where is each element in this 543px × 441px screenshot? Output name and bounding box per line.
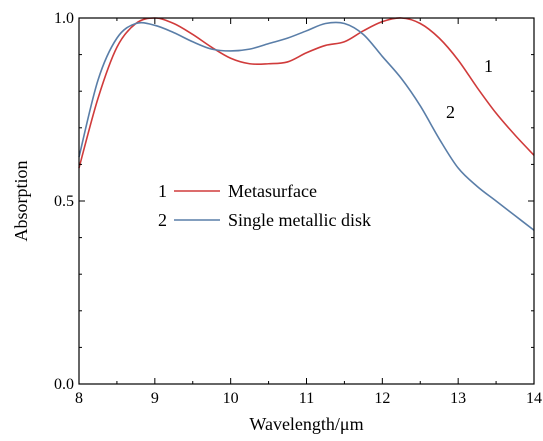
y-tick-label: 0.5 — [54, 193, 74, 210]
tick-label-layer: 8 9 10 11 12 13 140.00.51.0 — [54, 10, 542, 407]
x-tick-label: 12 — [374, 390, 390, 407]
legend-number-1: 1 — [158, 181, 167, 201]
legend-number-2: 2 — [158, 210, 167, 230]
x-tick-label: 11 — [299, 390, 314, 407]
plot-frame — [78, 17, 535, 385]
curve-label-1: 1 — [484, 56, 493, 76]
x-tick-label: 13 — [450, 390, 466, 407]
series-line-metasurface — [78, 17, 535, 169]
x-tick-label: 14 — [526, 390, 542, 407]
y-tick-label: 0.0 — [54, 376, 74, 393]
y-tick-label: 1.0 — [54, 10, 74, 27]
legend: 1 Metasurface 2 Single metallic disk — [158, 181, 371, 230]
tick-layer — [78, 17, 535, 385]
x-tick-label: 8 — [75, 390, 83, 407]
curve-label-2: 2 — [446, 102, 455, 122]
x-axis-label: Wavelength/μm — [249, 414, 363, 434]
x-tick-label: 9 — [151, 390, 159, 407]
y-axis-label: Absorption — [11, 161, 31, 242]
legend-label-metasurface: Metasurface — [228, 181, 317, 201]
series-line-single-metallic-disk — [78, 21, 535, 231]
legend-label-single-metallic-disk: Single metallic disk — [228, 210, 371, 230]
x-tick-label: 10 — [223, 390, 239, 407]
